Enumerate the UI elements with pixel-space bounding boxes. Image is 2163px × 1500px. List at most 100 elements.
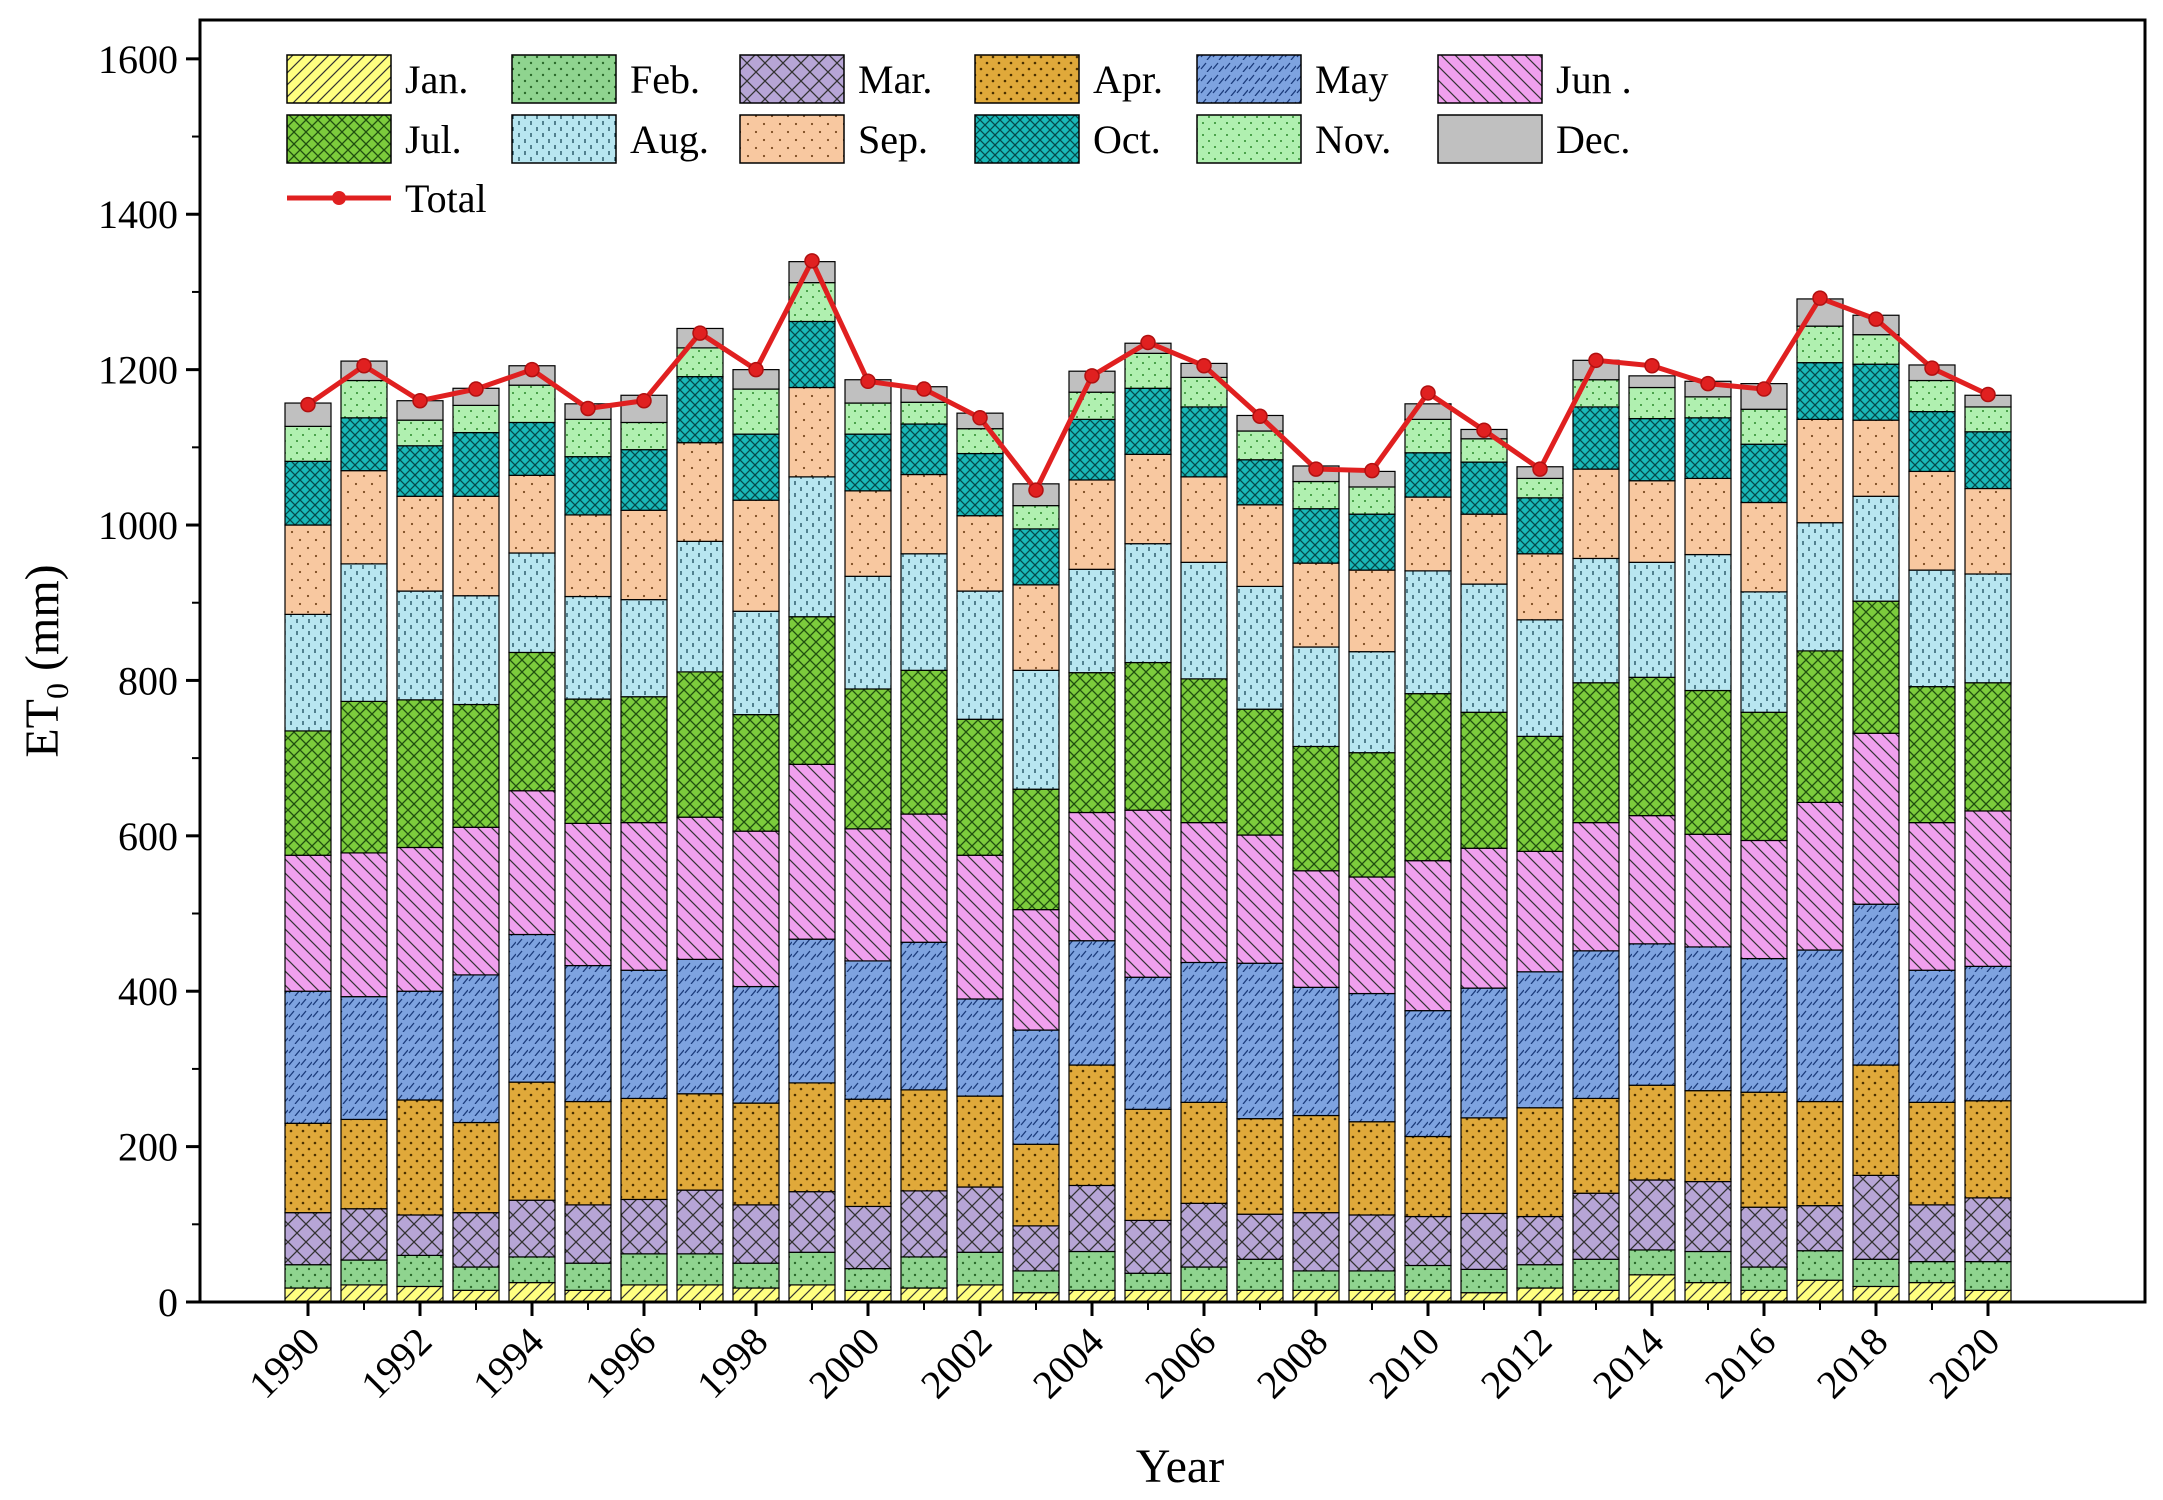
bar-segment-jul-2008 <box>1292 745 1340 872</box>
bar-segment-jul-2005 <box>1124 661 1172 811</box>
bar-segment-mar-2000 <box>844 1205 892 1270</box>
bar-segment-sep-2006 <box>1180 476 1228 563</box>
bar-segment-sep-2018 <box>1852 419 1900 497</box>
bar-segment-aug-1992 <box>396 590 444 701</box>
bar-segment-aug-2015 <box>1684 553 1732 692</box>
bar-segment-jul-2001 <box>900 669 948 815</box>
bar-segment-sep-1997 <box>676 442 724 542</box>
legend-swatch <box>1437 114 1543 164</box>
bar-stack-2014 <box>1628 375 1676 1303</box>
bar-segment-jun-2016 <box>1740 839 1788 960</box>
bar-stack-1994 <box>508 365 556 1303</box>
bar-segment-jul-2014 <box>1628 676 1676 817</box>
bar-segment-aug-1991 <box>340 563 388 703</box>
bar-segment-oct-2017 <box>1796 362 1844 420</box>
bar-segment-may-2017 <box>1796 949 1844 1103</box>
bar-segment-feb-1993 <box>452 1266 500 1291</box>
bar-segment-mar-1991 <box>340 1208 388 1261</box>
bar-segment-apr-2005 <box>1124 1108 1172 1222</box>
bar-stack-1995 <box>564 403 612 1303</box>
bar-segment-oct-1996 <box>620 449 668 511</box>
bar-segment-nov-2000 <box>844 402 892 435</box>
bar-segment-feb-2003 <box>1012 1270 1060 1294</box>
bar-segment-apr-1997 <box>676 1093 724 1191</box>
bar-stack-2013 <box>1572 359 1620 1303</box>
bar-segment-aug-2007 <box>1236 585 1284 710</box>
bar-segment-aug-2008 <box>1292 646 1340 748</box>
bar-segment-may-2002 <box>956 998 1004 1097</box>
total-point-2008 <box>1308 461 1324 477</box>
bar-segment-jul-2012 <box>1516 735 1564 852</box>
bar-segment-aug-2003 <box>1012 669 1060 790</box>
bar-segment-nov-2014 <box>1628 386 1676 420</box>
bar-segment-jan-1994 <box>508 1281 556 1303</box>
bar-segment-jan-2004 <box>1068 1289 1116 1303</box>
bar-segment-jan-1996 <box>620 1284 668 1303</box>
bar-stack-1997 <box>676 327 724 1303</box>
bar-segment-feb-2020 <box>1964 1260 2012 1291</box>
bar-segment-mar-2004 <box>1068 1184 1116 1253</box>
bar-segment-feb-1996 <box>620 1253 668 1286</box>
bar-segment-aug-1998 <box>732 610 780 716</box>
bar-segment-oct-1995 <box>564 456 612 516</box>
bar-segment-may-2016 <box>1740 957 1788 1093</box>
y-tick-label-1400: 1400 <box>98 192 178 237</box>
bar-segment-sep-1996 <box>620 509 668 601</box>
bar-segment-aug-2019 <box>1908 569 1956 688</box>
legend-label: Aug. <box>630 117 709 162</box>
bar-segment-apr-1996 <box>620 1097 668 1201</box>
legend-swatch <box>1196 54 1302 104</box>
bar-segment-apr-2000 <box>844 1098 892 1208</box>
y-tick-label-200: 200 <box>118 1125 178 1170</box>
legend-item-total: Total <box>287 176 487 221</box>
legend-label: Nov. <box>1315 117 1391 162</box>
bar-segment-apr-2019 <box>1908 1101 1956 1206</box>
bar-stack-2015 <box>1684 380 1732 1303</box>
bar-segment-sep-2009 <box>1348 569 1396 653</box>
bar-segment-may-1991 <box>340 996 388 1121</box>
bar-segment-oct-1993 <box>452 431 500 497</box>
bar-segment-jan-2008 <box>1292 1289 1340 1303</box>
bar-segment-jun-1990 <box>284 854 332 992</box>
bar-segment-feb-2001 <box>900 1256 948 1289</box>
bar-segment-jan-1993 <box>452 1289 500 1303</box>
bar-segment-jan-1995 <box>564 1289 612 1303</box>
total-point-2007 <box>1252 408 1268 425</box>
bar-segment-may-2013 <box>1572 950 1620 1100</box>
bar-segment-feb-1999 <box>788 1251 836 1286</box>
bar-segment-feb-1995 <box>564 1262 612 1291</box>
legend-swatch <box>286 54 392 104</box>
bar-segment-feb-2005 <box>1124 1272 1172 1291</box>
bar-segment-mar-2008 <box>1292 1212 1340 1272</box>
bar-segment-apr-2001 <box>900 1089 948 1192</box>
bar-segment-aug-2005 <box>1124 543 1172 664</box>
total-point-2002 <box>972 410 988 426</box>
total-point-2006 <box>1196 358 1212 374</box>
bar-segment-aug-1990 <box>284 613 332 732</box>
bar-segment-jan-2006 <box>1180 1289 1228 1303</box>
bar-segment-mar-1994 <box>508 1199 556 1258</box>
bar-segment-jul-2020 <box>1964 682 2012 812</box>
bar-segment-jun-1991 <box>340 852 388 998</box>
bar-segment-feb-2006 <box>1180 1266 1228 1291</box>
legend-label: Sep. <box>858 117 928 162</box>
x-axis-title: Year <box>1136 1440 1224 1493</box>
legend-item-mar: Mar. <box>739 54 932 104</box>
bar-segment-oct-2006 <box>1180 406 1228 478</box>
bar-segment-oct-2019 <box>1908 410 1956 473</box>
bar-stack-2016 <box>1740 383 1788 1303</box>
bar-segment-jul-2007 <box>1236 708 1284 836</box>
bar-segment-apr-2003 <box>1012 1143 1060 1227</box>
legend-swatch <box>1196 114 1302 164</box>
bar-segment-apr-2009 <box>1348 1121 1396 1216</box>
bar-segment-sep-2015 <box>1684 477 1732 556</box>
x-tick-label-2010: 2010 <box>1360 1319 1448 1407</box>
bar-segment-nov-2018 <box>1852 334 1900 365</box>
bar-stack-1996 <box>620 394 668 1303</box>
bar-stack-2007 <box>1236 414 1284 1303</box>
legend-item-aug: Aug. <box>511 114 709 164</box>
bar-segment-jan-2017 <box>1796 1279 1844 1303</box>
bar-segment-jun-1993 <box>452 826 500 976</box>
legend-item-may: May <box>1196 54 1388 104</box>
bar-segment-mar-2012 <box>1516 1215 1564 1266</box>
